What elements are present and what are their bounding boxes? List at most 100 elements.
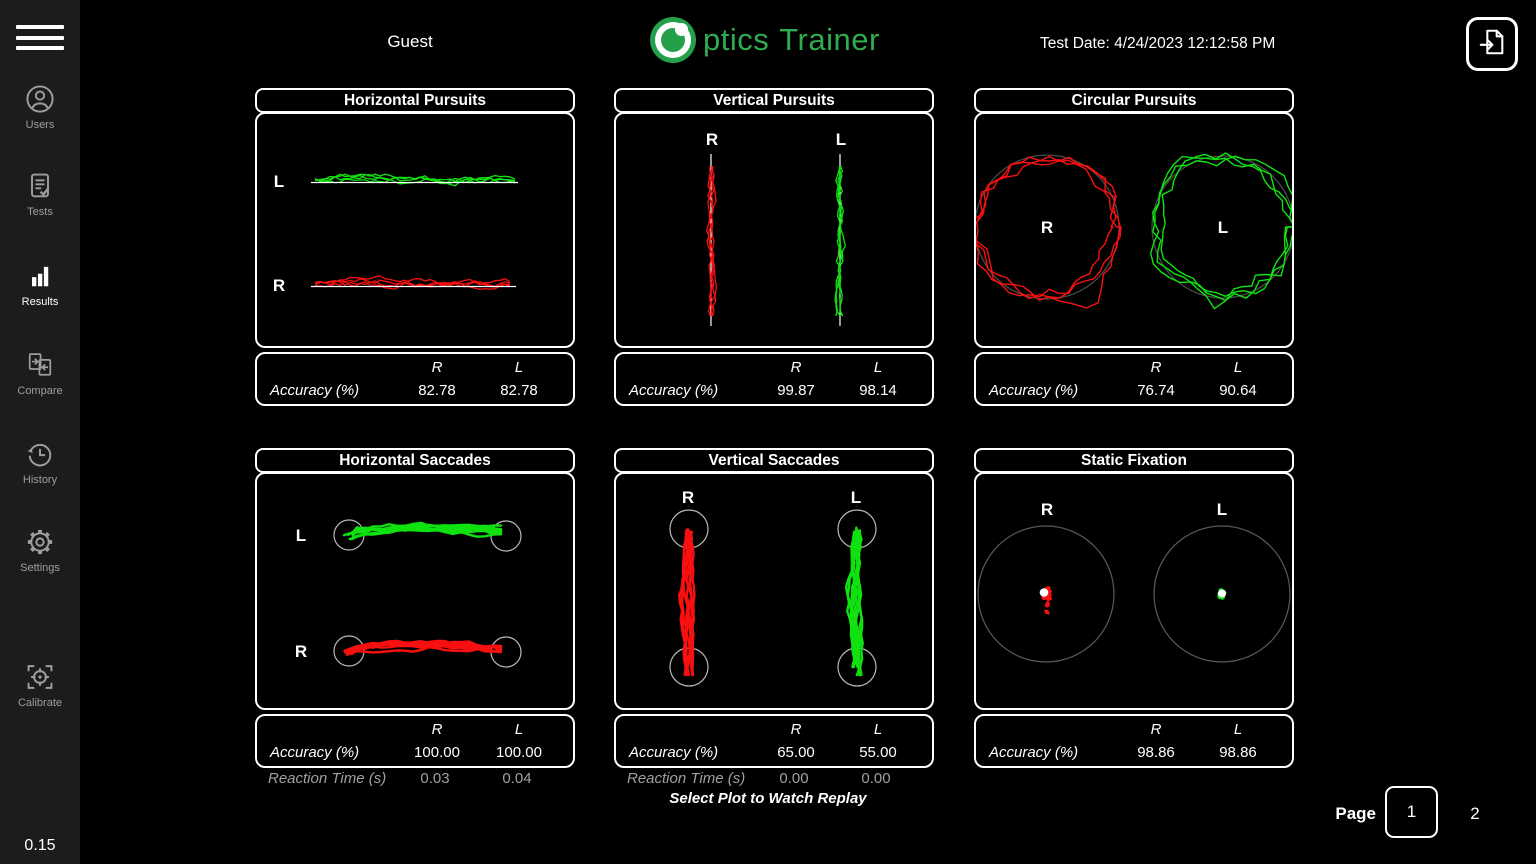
gear-icon <box>24 526 56 558</box>
col-header-left: L <box>873 721 883 738</box>
accuracy-left-value: 98.86 <box>1219 744 1257 761</box>
panel-title: Circular Pursuits <box>974 88 1294 113</box>
sidebar-item-label: Users <box>25 119 55 131</box>
panel-title: Vertical Pursuits <box>614 88 934 113</box>
accuracy-left-value: 55.00 <box>859 744 897 761</box>
col-header-left: L <box>514 359 524 376</box>
svg-text:L: L <box>1218 218 1228 237</box>
sidebar-item-label: Compare <box>17 385 63 397</box>
history-clock-icon <box>24 438 56 470</box>
reaction-right-value: 0.00 <box>779 770 809 787</box>
sidebar-item-compare[interactable]: Compare <box>0 349 80 397</box>
panel-title: Static Fixation <box>974 448 1294 473</box>
col-header-left: L <box>1233 359 1243 376</box>
logo-text-part1: ptics <box>703 22 770 57</box>
svg-text:L: L <box>1217 500 1227 519</box>
reaction-time-label: Reaction Time (s) <box>268 770 387 787</box>
reaction-left-value: 0.00 <box>861 770 891 787</box>
compare-pages-icon <box>24 349 56 381</box>
sidebar-item-history[interactable]: History <box>0 438 80 486</box>
sidebar: Users Tests Results <box>0 0 80 864</box>
stats-table: R L Accuracy (%) 76.74 90.64 <box>974 352 1294 406</box>
accuracy-label: Accuracy (%) <box>989 382 1079 399</box>
sidebar-item-calibrate[interactable]: Calibrate <box>0 661 80 709</box>
hamburger-menu-icon[interactable] <box>16 25 64 57</box>
reaction-time-label: Reaction Time (s) <box>627 770 746 787</box>
col-header-right: R <box>790 721 802 738</box>
bar-chart-icon <box>24 260 56 292</box>
panel-title: Vertical Saccades <box>614 448 934 473</box>
user-icon <box>24 83 56 115</box>
sidebar-item-results[interactable]: Results <box>0 260 80 308</box>
svg-text:L: L <box>836 130 846 149</box>
col-header-right: R <box>790 359 802 376</box>
sidebar-item-label: Settings <box>20 562 60 574</box>
accuracy-label: Accuracy (%) <box>629 382 719 399</box>
sidebar-item-label: History <box>22 474 58 486</box>
sidebar-item-tests[interactable]: Tests <box>0 170 80 218</box>
accuracy-right-value: 82.78 <box>418 382 456 399</box>
col-header-right: R <box>431 359 443 376</box>
replay-hint-text: Select Plot to Watch Replay <box>669 790 867 807</box>
svg-text:R: R <box>295 642 307 661</box>
accuracy-left-value: 82.78 <box>500 382 538 399</box>
stats-table: R L Accuracy (%) 100.00 100.00 <box>255 714 575 768</box>
accuracy-left-value: 90.64 <box>1219 382 1257 399</box>
accuracy-right-value: 65.00 <box>777 744 815 761</box>
accuracy-label: Accuracy (%) <box>270 744 360 761</box>
svg-text:R: R <box>273 276 285 295</box>
sidebar-item-settings[interactable]: Settings <box>0 526 80 574</box>
exit-report-button[interactable] <box>1466 17 1518 71</box>
sidebar-item-label: Results <box>21 296 59 308</box>
panel-title: Horizontal Saccades <box>255 448 575 473</box>
accuracy-label: Accuracy (%) <box>270 382 360 399</box>
col-header-left: L <box>514 721 524 738</box>
accuracy-right-value: 100.00 <box>414 744 460 761</box>
stats-table: R L Accuracy (%) 65.00 55.00 <box>614 714 934 768</box>
optics-trainer-logo: ptics Trainer <box>650 17 880 63</box>
svg-text:L: L <box>274 172 284 191</box>
page-current-button[interactable]: 1 <box>1385 786 1438 838</box>
col-header-right: R <box>431 721 443 738</box>
page-label: Page <box>1335 804 1376 823</box>
accuracy-right-value: 76.74 <box>1137 382 1175 399</box>
accuracy-right-value: 98.86 <box>1137 744 1175 761</box>
col-header-right: R <box>1150 721 1162 738</box>
accuracy-label: Accuracy (%) <box>989 744 1079 761</box>
sidebar-item-label: Tests <box>27 206 53 218</box>
eye-logo-icon <box>650 17 696 63</box>
test-document-icon <box>24 170 56 202</box>
reaction-time-row: Reaction Time (s) 0.03 0.04 <box>255 770 575 787</box>
accuracy-label: Accuracy (%) <box>629 744 719 761</box>
sidebar-item-users[interactable]: Users <box>0 83 80 131</box>
calibrate-target-icon <box>24 661 56 693</box>
svg-text:R: R <box>706 130 718 149</box>
col-header-left: L <box>873 359 883 376</box>
accuracy-left-value: 100.00 <box>496 744 542 761</box>
sidebar-item-label: Calibrate <box>17 697 63 709</box>
page-2-button[interactable]: 2 <box>1470 804 1480 823</box>
stats-table: R L Accuracy (%) 99.87 98.14 <box>614 352 934 406</box>
svg-text:L: L <box>851 488 861 507</box>
svg-text:L: L <box>296 526 306 545</box>
stats-table: R L Accuracy (%) 82.78 82.78 <box>255 352 575 406</box>
panel-title: Horizontal Pursuits <box>255 88 575 113</box>
logo-text-part2: Trainer <box>779 22 880 57</box>
reaction-right-value: 0.03 <box>420 770 450 787</box>
test-date-label: Test Date: 4/24/2023 12:12:58 PM <box>1040 35 1276 52</box>
export-document-icon <box>1477 26 1507 63</box>
svg-text:R: R <box>682 488 694 507</box>
reaction-left-value: 0.04 <box>502 770 532 787</box>
svg-text:R: R <box>1041 218 1053 237</box>
col-header-right: R <box>1150 359 1162 376</box>
